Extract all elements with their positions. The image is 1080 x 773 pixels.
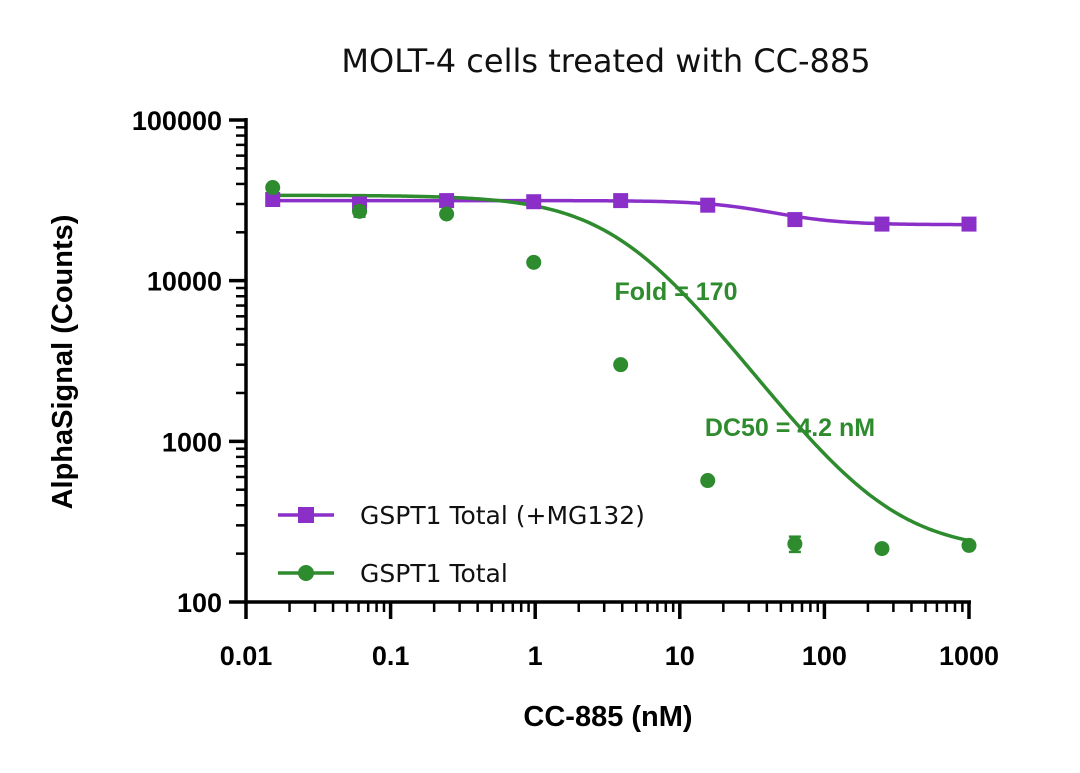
- point-circle: [874, 541, 890, 557]
- data-points: [265, 180, 977, 557]
- point-square: [526, 194, 542, 210]
- point-circle: [439, 206, 455, 222]
- x-tick-label: 1: [528, 641, 543, 671]
- point-circle: [700, 473, 716, 489]
- point-square: [439, 193, 455, 209]
- fit-curve-total: [272, 193, 970, 543]
- point-circle: [787, 536, 803, 552]
- x-tick-label: 0.01: [220, 641, 273, 671]
- point-circle: [265, 180, 281, 196]
- axes: 100 1000 10000 100000 0.01 0.1 1 10 100 1000: [132, 106, 999, 671]
- x-axis-label: CC-885 (nM): [523, 701, 692, 733]
- point-circle: [352, 203, 368, 219]
- x-tick-label: 100: [802, 641, 847, 671]
- legend-marker-circle: [298, 565, 314, 581]
- x-tick-label: 10: [665, 641, 695, 671]
- legend-label-mg132: GSPT1 Total (+MG132): [360, 501, 645, 530]
- point-circle: [613, 357, 629, 373]
- x-tick-label: 0.1: [372, 641, 410, 671]
- point-square: [961, 216, 977, 232]
- point-square: [265, 192, 281, 208]
- fold-annotation: Fold = 170: [615, 278, 738, 306]
- point-square: [787, 212, 803, 228]
- x-tick-label: 1000: [939, 641, 999, 671]
- chart-title: MOLT-4 cells treated with CC-885: [341, 42, 870, 80]
- y-tick-label: 1000: [162, 427, 222, 457]
- dc50-annotation: DC50 = 4.2 nM: [705, 414, 875, 442]
- legend-item-total: GSPT1 Total: [278, 559, 508, 588]
- point-square: [613, 193, 629, 209]
- point-circle: [526, 254, 542, 270]
- point-circle: [961, 537, 977, 553]
- legend-item-mg132: GSPT1 Total (+MG132): [278, 501, 645, 530]
- y-tick-label: 100: [177, 588, 222, 618]
- point-square: [874, 216, 890, 232]
- y-axis-label: AlphaSignal (Counts): [47, 215, 79, 510]
- legend: GSPT1 Total (+MG132) GSPT1 Total: [278, 501, 645, 588]
- y-tick-label: 10000: [147, 267, 222, 297]
- legend-marker-square: [298, 507, 314, 523]
- legend-label-total: GSPT1 Total: [360, 559, 508, 588]
- y-tick-label: 100000: [132, 106, 222, 136]
- point-square: [700, 197, 716, 213]
